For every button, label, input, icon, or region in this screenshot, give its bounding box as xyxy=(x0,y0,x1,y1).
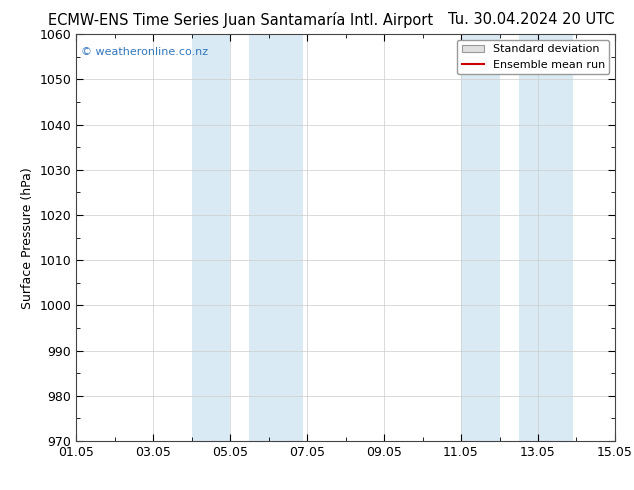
Text: Tu. 30.04.2024 20 UTC: Tu. 30.04.2024 20 UTC xyxy=(448,12,615,27)
Bar xyxy=(249,34,303,441)
Bar xyxy=(191,34,230,441)
Text: © weatheronline.co.nz: © weatheronline.co.nz xyxy=(81,47,209,56)
Y-axis label: Surface Pressure (hPa): Surface Pressure (hPa) xyxy=(21,167,34,309)
Legend: Standard deviation, Ensemble mean run: Standard deviation, Ensemble mean run xyxy=(457,40,609,74)
Text: ECMW-ENS Time Series Juan Santamaría Intl. Airport: ECMW-ENS Time Series Juan Santamaría Int… xyxy=(48,12,434,28)
Bar xyxy=(519,34,573,441)
Bar xyxy=(461,34,500,441)
